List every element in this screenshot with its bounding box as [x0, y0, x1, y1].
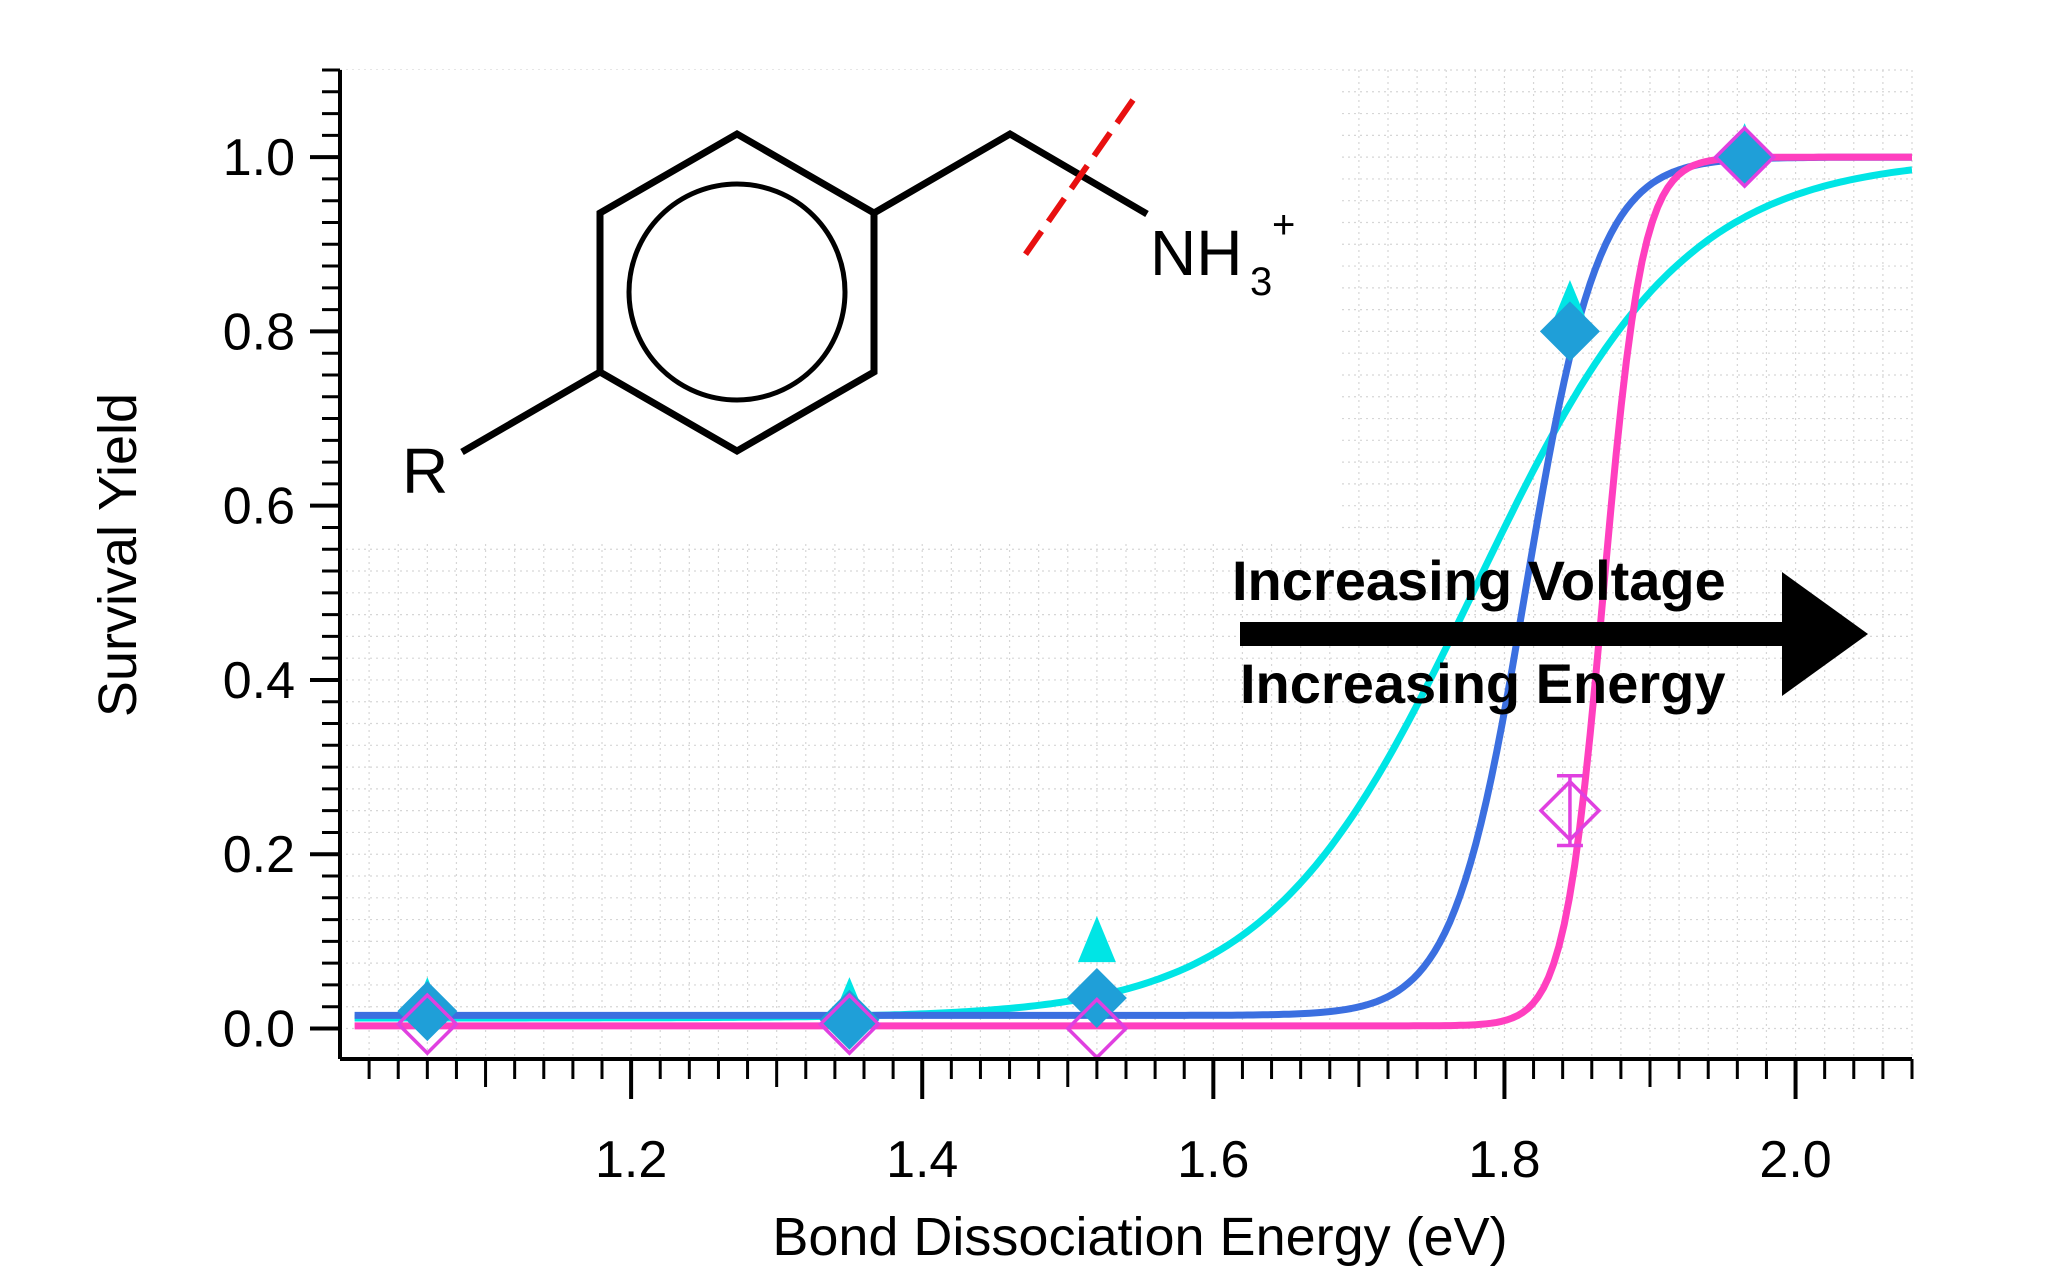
filled-diamond-marker — [1714, 127, 1775, 188]
amine-charge: + — [1272, 203, 1295, 247]
x-tick-label: 1.6 — [1177, 1131, 1249, 1189]
x-tick-label: 1.8 — [1468, 1131, 1540, 1189]
x-axis-title: Bond Dissociation Energy (eV) — [772, 1207, 1507, 1267]
fit-curve-3 — [354, 153, 1912, 1030]
x-ticks: 1.2 1.4 1.6 1.8 2.0 — [367, 1059, 1914, 1189]
r-substituent-label: R — [402, 435, 448, 507]
open-diamond-marker — [1713, 125, 1777, 189]
x-tick-label: 2.0 — [1759, 1131, 1831, 1189]
y-tick-label: 1.0 — [223, 129, 295, 187]
y-ticks: 0.0 0.2 0.4 0.6 0.8 1.0 — [223, 68, 340, 1059]
molecule-structure: R NH 3 + — [340, 70, 1340, 540]
y-tick-label: 0.2 — [223, 826, 295, 884]
amine-subscript: 3 — [1250, 260, 1272, 304]
cleavage-dashed-line — [1022, 98, 1136, 257]
filled-diamond-marker — [1539, 301, 1600, 362]
molecule-backdrop — [340, 70, 1340, 540]
annotation-voltage: Increasing Voltage — [1232, 549, 1726, 612]
aromatic-circle — [626, 181, 848, 403]
arrow-head — [1782, 572, 1868, 696]
open-diamond-marker — [817, 992, 881, 1056]
y-tick-label: 0.6 — [223, 478, 295, 536]
triangle-marker — [1077, 916, 1116, 963]
y-tick-label: 0.0 — [223, 1001, 295, 1059]
data-markers — [395, 123, 1777, 1060]
y-tick-label: 0.4 — [223, 652, 295, 710]
amine-group-label: NH — [1150, 217, 1242, 289]
y-axis-title: Survival Yield — [88, 393, 148, 717]
open-diamond-marker — [395, 992, 459, 1056]
annotation-energy: Increasing Energy — [1240, 652, 1726, 715]
fit-curve-2 — [354, 153, 1912, 1019]
filled-diamond-marker — [819, 989, 880, 1050]
ethyl-chain — [872, 129, 1149, 218]
increasing-arrow-annotation: Increasing Voltage Increasing Energy — [1232, 549, 1868, 715]
x-tick-label: 1.2 — [595, 1131, 667, 1189]
x-tick-label: 1.4 — [886, 1131, 958, 1189]
arrow-shaft — [1240, 622, 1800, 646]
r-bond — [460, 368, 602, 456]
filled-diamond-marker — [397, 981, 458, 1042]
y-tick-label: 0.8 — [223, 303, 295, 361]
fit-curves — [354, 153, 1912, 1030]
